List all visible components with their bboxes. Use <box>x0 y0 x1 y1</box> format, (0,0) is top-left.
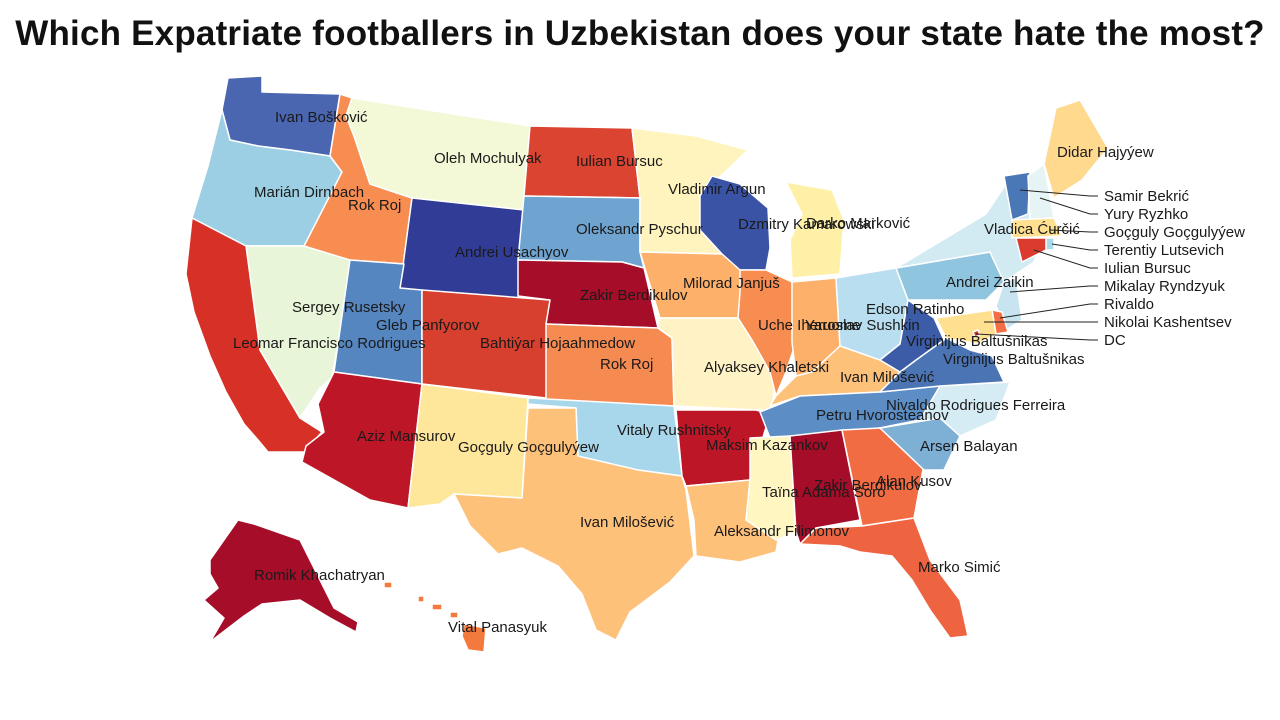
label-south-dakota: Oleksandr Pyschur <box>576 221 703 238</box>
label-nevada: Sergey Rusetsky <box>292 299 406 316</box>
label-illinois: Uche Iheruome <box>758 317 861 334</box>
state-massachusetts: Massachusetts <box>1011 217 1063 239</box>
label-district-of-columbia: DC <box>1104 332 1126 349</box>
label-new-york: Vladica Ćurčić <box>984 221 1080 238</box>
label-alabama: Zakir Berdikulov <box>814 477 922 494</box>
label-utah: Gleb Panfyorov <box>376 317 480 334</box>
leader-line-new-jersey <box>1009 285 1098 293</box>
label-massachusetts: Goçguly Goçgulyýew <box>1104 224 1245 241</box>
leader-line-massachusetts <box>1049 229 1098 233</box>
state-vermont: Vermont <box>1003 171 1031 221</box>
label-ohio: Edson Ratinho <box>866 301 964 318</box>
label-connecticut: Iulian Bursuc <box>1104 260 1191 277</box>
label-rhode-island: Terentiy Lutsevich <box>1104 242 1224 259</box>
state-maryland: Maryland <box>935 309 997 345</box>
state-hawaii: Hawaii <box>383 581 487 653</box>
label-vermont: Samir Bekrić <box>1104 188 1190 205</box>
leader-line-connecticut <box>1033 249 1098 269</box>
label-hawaii: Vital Panasyuk <box>448 619 547 636</box>
label-maine: Didar Hajyýew <box>1057 144 1154 161</box>
label-kentucky: Ivan Milošević <box>840 369 935 386</box>
label-maryland: Nikolai Kashentsev <box>1104 314 1232 331</box>
label-tennessee: Petru Hvorosteanov <box>816 407 949 424</box>
state-georgia: Georgia <box>841 427 925 527</box>
label-iowa: Milorad Janjuš <box>683 275 780 292</box>
label-colorado: Bahtiýar Hojaahmedow <box>480 335 635 352</box>
state-alaska: Alaska <box>203 519 359 643</box>
state-north-carolina: North Carolina <box>879 381 1011 437</box>
label-oklahoma: Vitaly Rushnitsky <box>617 422 731 439</box>
label-north-dakota: Iulian Bursuc <box>576 153 663 170</box>
map-title: Which Expatriate footballers in Uzbekist… <box>15 14 1265 53</box>
leader-line-delaware <box>999 303 1098 319</box>
label-new-mexico: Goçguly Goçgulyýew <box>458 439 599 456</box>
label-new-hampshire: Yury Ryzhko <box>1104 206 1188 223</box>
state-maine: Maine <box>1043 99 1109 199</box>
label-missouri: Alyaksey Khaletski <box>704 359 829 376</box>
label-north-carolina: Nivaldo Rodrigues Ferreira <box>886 397 1066 414</box>
label-arkansas: Maksim Kazankov <box>706 437 828 454</box>
label-south-carolina: Arsen Balayan <box>920 438 1018 455</box>
label-mississippi: Taïna Adama Soro <box>762 484 885 501</box>
label-texas: Ivan Milošević <box>580 514 675 531</box>
label-california: Leomar Francisco Rodrigues <box>233 335 426 352</box>
label-arizona: Aziz Mansurov <box>357 428 456 445</box>
label-nebraska: Zakir Berdikulov <box>580 287 688 304</box>
leader-lines <box>975 189 1098 341</box>
label-new-jersey: Mikalay Ryndzyuk <box>1104 278 1225 295</box>
label-kansas: Rok Roj <box>600 356 653 373</box>
label-west-virginia: Virginijus Baltušnikas <box>906 333 1047 350</box>
label-wisconsin: Dzmitry Kamarowski <box>738 216 875 233</box>
label-florida: Marko Simić <box>918 559 1001 576</box>
label-alaska: Romik Khachatryan <box>254 567 385 584</box>
label-louisiana: Aleksandr Filimonov <box>714 523 850 540</box>
state-labels: Ivan Bošković Marián Dirnbach Leomar Franc… <box>233 109 1245 636</box>
label-oregon: Marián Dirnbach <box>254 184 364 201</box>
label-michigan: Darko Marković <box>806 215 911 232</box>
label-idaho: Rok Roj <box>348 197 401 214</box>
states-layer: WashingtonOregonCaliforniaNevadaIdahoMon… <box>185 75 1109 653</box>
label-delaware: Rivaldo <box>1104 296 1154 313</box>
label-minnesota: Vladimir Argun <box>668 181 766 198</box>
state-west-virginia: West Virginia <box>879 299 945 373</box>
state-district-of-columbia: District of Columbia <box>972 329 981 338</box>
state-connecticut: Connecticut <box>1015 237 1047 263</box>
state-texas: Texas <box>453 407 695 641</box>
label-indiana: Yaroslav Sushkin <box>805 317 920 334</box>
label-washington: Ivan Bošković <box>275 109 368 126</box>
state-michigan: Michigan <box>785 181 845 279</box>
leader-line-district-of-columbia <box>975 333 1098 341</box>
leader-line-rhode-island <box>1051 243 1098 251</box>
leader-line-vermont <box>1019 189 1098 197</box>
label-virginia: Virginijus Baltušnikas <box>943 351 1084 368</box>
state-wisconsin: Wisconsin <box>699 175 771 271</box>
label-montana: Oleh Mochulyak <box>434 150 542 167</box>
label-pennsylvania: Andrei Zaikin <box>946 274 1034 291</box>
state-florida: Florida <box>799 517 969 639</box>
label-georgia: Alan Kusov <box>876 473 952 490</box>
label-wyoming: Andrei Usachyov <box>455 244 569 261</box>
leader-line-new-hampshire <box>1039 197 1098 215</box>
